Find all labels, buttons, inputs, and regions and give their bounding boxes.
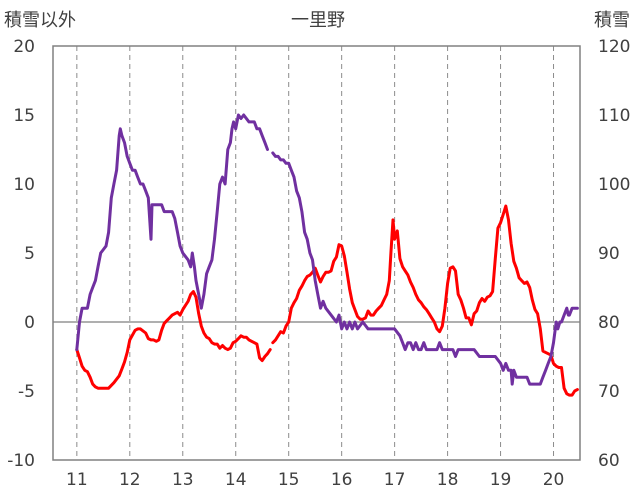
x-tick-label: 19 bbox=[490, 470, 512, 490]
left-y-tick-label: -10 bbox=[7, 451, 35, 471]
left-y-tick-label: 0 bbox=[24, 313, 35, 333]
axis-labels: 11 12 13 14 15 16 17 18 19 20 20 15 10 5 0 -5 -10 120 110 1… bbox=[7, 37, 630, 490]
right-y-tick-label: 70 bbox=[598, 382, 620, 402]
x-tick-label: 20 bbox=[543, 470, 565, 490]
plot-area bbox=[52, 45, 581, 461]
left-y-tick-label: 15 bbox=[13, 106, 35, 126]
left-y-tick-label: -5 bbox=[18, 382, 35, 402]
grid bbox=[76, 46, 555, 460]
left-y-tick-label: 20 bbox=[13, 37, 35, 57]
right-y-tick-label: 90 bbox=[598, 244, 620, 264]
x-tick-label: 14 bbox=[225, 470, 247, 490]
x-tick-label: 16 bbox=[331, 470, 353, 490]
chart-title: 一里野 bbox=[291, 10, 345, 31]
right-y-tick-label: 100 bbox=[598, 175, 630, 195]
series-layer bbox=[75, 113, 579, 397]
left-axis-title: 積雪以外 bbox=[4, 10, 76, 31]
right-y-tick-label: 120 bbox=[598, 37, 630, 57]
snow-depth-series-line bbox=[75, 113, 269, 352]
right-y-tick-label: 60 bbox=[598, 451, 620, 471]
series-line-0 bbox=[75, 290, 272, 390]
left-y-tick-label: 5 bbox=[24, 244, 35, 264]
series-line-0 bbox=[271, 204, 579, 397]
x-tick-label: 11 bbox=[66, 470, 88, 490]
left-y-tick-label: 10 bbox=[13, 175, 35, 195]
x-tick-label: 18 bbox=[437, 470, 459, 490]
snow-depth-series-line bbox=[271, 151, 579, 386]
x-tick-label: 13 bbox=[172, 470, 194, 490]
x-tick-label: 15 bbox=[278, 470, 300, 490]
right-y-tick-label: 80 bbox=[598, 313, 620, 333]
x-tick-label: 12 bbox=[119, 470, 141, 490]
x-tick-label: 17 bbox=[384, 470, 406, 490]
right-axis-title: 積雪 bbox=[594, 10, 630, 31]
right-y-tick-label: 110 bbox=[598, 106, 630, 126]
